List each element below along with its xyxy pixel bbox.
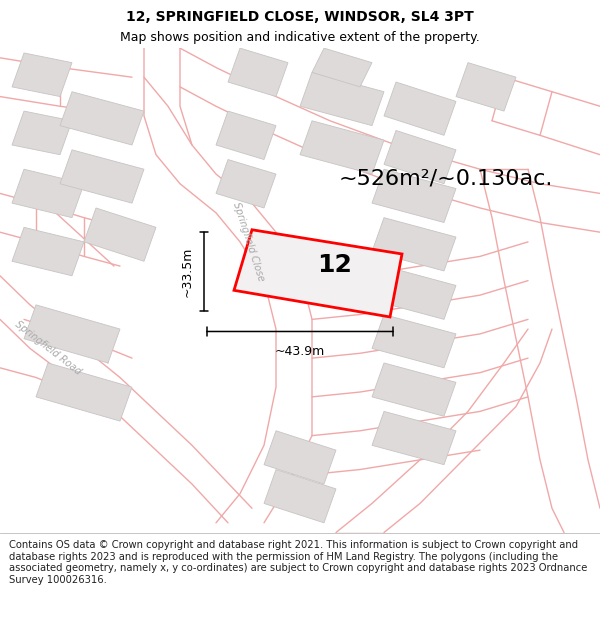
Polygon shape: [216, 111, 276, 159]
Text: ~526m²/~0.130ac.: ~526m²/~0.130ac.: [339, 169, 553, 189]
Polygon shape: [12, 228, 84, 276]
Polygon shape: [24, 305, 120, 363]
Text: ~33.5m: ~33.5m: [181, 246, 194, 297]
Polygon shape: [216, 159, 276, 208]
Polygon shape: [234, 230, 402, 317]
Polygon shape: [372, 411, 456, 465]
Text: 12: 12: [317, 254, 352, 278]
Text: 12, SPRINGFIELD CLOSE, WINDSOR, SL4 3PT: 12, SPRINGFIELD CLOSE, WINDSOR, SL4 3PT: [126, 9, 474, 24]
Text: Springfield Road: Springfield Road: [13, 319, 83, 378]
Polygon shape: [456, 62, 516, 111]
Polygon shape: [372, 363, 456, 416]
Polygon shape: [12, 53, 72, 96]
Polygon shape: [84, 208, 156, 261]
Polygon shape: [12, 111, 72, 154]
Text: Contains OS data © Crown copyright and database right 2021. This information is : Contains OS data © Crown copyright and d…: [9, 540, 587, 585]
Polygon shape: [372, 266, 456, 319]
Polygon shape: [36, 363, 132, 421]
Polygon shape: [60, 92, 144, 145]
Polygon shape: [228, 48, 288, 96]
Polygon shape: [300, 72, 384, 126]
Polygon shape: [372, 314, 456, 368]
Text: Map shows position and indicative extent of the property.: Map shows position and indicative extent…: [120, 31, 480, 44]
Text: ~43.9m: ~43.9m: [275, 346, 325, 358]
Polygon shape: [264, 431, 336, 484]
Polygon shape: [312, 48, 372, 87]
Polygon shape: [12, 169, 84, 217]
Polygon shape: [384, 82, 456, 135]
Polygon shape: [300, 121, 384, 174]
Polygon shape: [372, 217, 456, 271]
Text: Springfield Close: Springfield Close: [232, 201, 266, 282]
Polygon shape: [264, 469, 336, 522]
Polygon shape: [384, 131, 456, 184]
Polygon shape: [60, 150, 144, 203]
Polygon shape: [372, 169, 456, 222]
